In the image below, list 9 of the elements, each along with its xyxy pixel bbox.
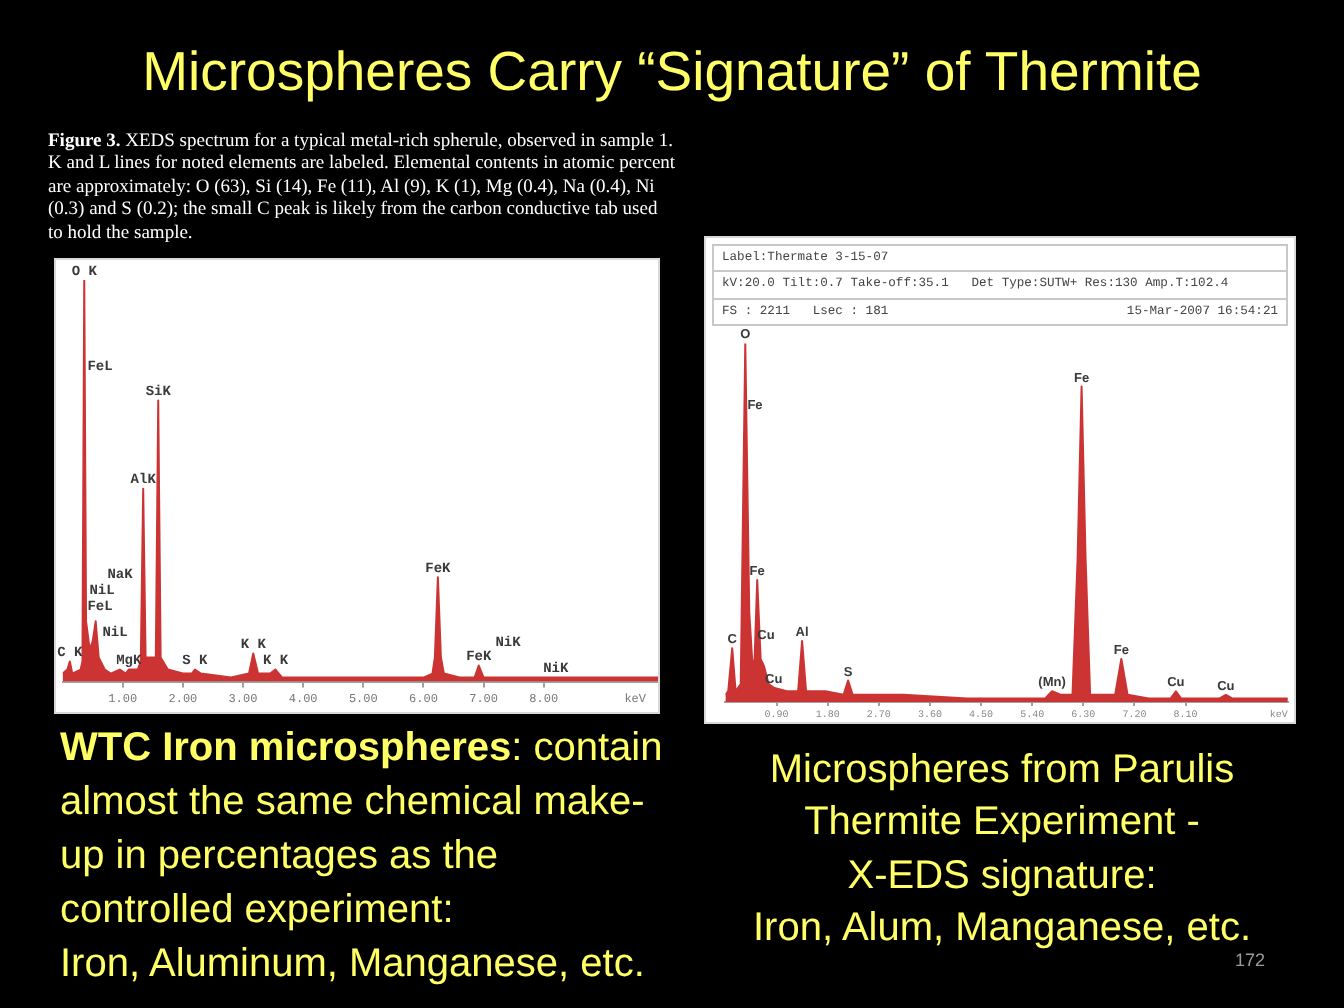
text: K and L lines for noted elements are labeled. Elemental contents in atomic percent are approximately: O (63), Si (14), Fe (11), Al (9), K (1), Mg (0.4), Na (0.4), Ni (0.3) and S (0.2); the small C peak is likely from the carbon conductive tab used to hold the sample.: [48, 154, 676, 244]
caption: Figure 3.: [48, 132, 121, 152]
text: WTC Iron microspheres: [60, 725, 512, 769]
text: Microspheres Carry “Signature” of Thermite: [142, 40, 1202, 104]
text: : contain: [511, 725, 663, 769]
text: 172: [1234, 950, 1266, 970]
text: Microspheres from Parulis Thermite Experiment - X-EDS signature: Iron, Alum, Manganese, etc.: [752, 748, 1252, 950]
text: almost the same chemical make-up in percentages as the controlled experiment: Iron, Aluminum, Manganese, etc.: [60, 779, 645, 985]
text: XEDS spectrum for a typical metal-rich spherule, observed in sample 1.: [125, 132, 673, 152]
